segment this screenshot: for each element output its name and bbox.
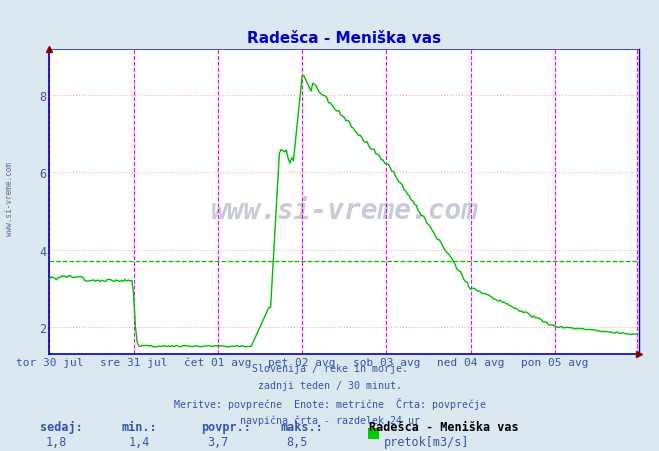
- Text: zadnji teden / 30 minut.: zadnji teden / 30 minut.: [258, 380, 401, 390]
- Text: Slovenija / reke in morje.: Slovenija / reke in morje.: [252, 363, 407, 373]
- Text: 1,4: 1,4: [129, 435, 150, 448]
- Text: Radešca - Meniška vas: Radešca - Meniška vas: [369, 420, 519, 433]
- Text: min.:: min.:: [122, 420, 158, 433]
- Text: pretok[m3/s]: pretok[m3/s]: [384, 435, 469, 448]
- Text: navpična črta - razdelek 24 ur: navpična črta - razdelek 24 ur: [239, 414, 420, 425]
- Text: sedaj:: sedaj:: [40, 420, 82, 433]
- Text: povpr.:: povpr.:: [201, 420, 251, 433]
- Text: 3,7: 3,7: [208, 435, 229, 448]
- Text: Meritve: povprečne  Enote: metrične  Črta: povprečje: Meritve: povprečne Enote: metrične Črta:…: [173, 397, 486, 410]
- Text: www.si-vreme.com: www.si-vreme.com: [210, 197, 478, 225]
- Text: www.si-vreme.com: www.si-vreme.com: [5, 161, 14, 235]
- Title: Radešca - Meniška vas: Radešca - Meniška vas: [247, 31, 442, 46]
- Text: 1,8: 1,8: [46, 435, 67, 448]
- Text: maks.:: maks.:: [280, 420, 323, 433]
- Text: 8,5: 8,5: [287, 435, 308, 448]
